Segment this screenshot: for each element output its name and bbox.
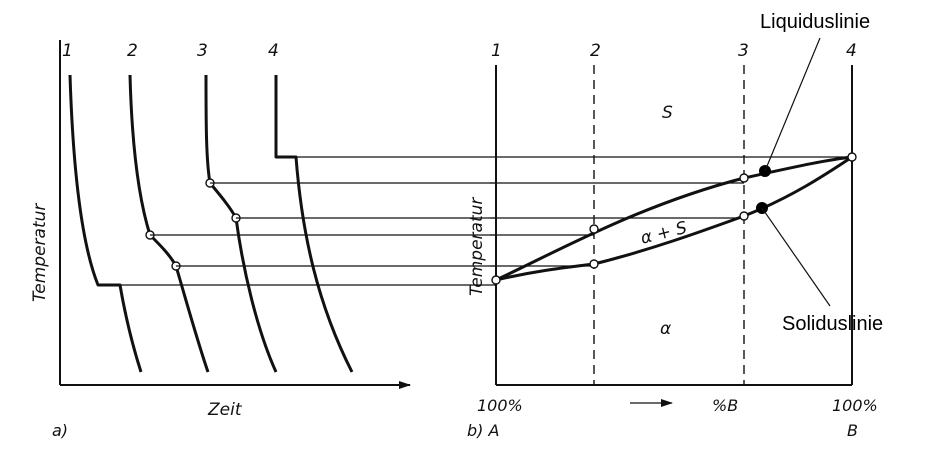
panel-a-label: a) (52, 421, 68, 440)
curve-number-1: 1 (62, 41, 73, 61)
curve-number-2: 2 (127, 41, 138, 61)
melting-point-b (847, 152, 857, 162)
panel-b-y-label: Temperatur (467, 197, 487, 296)
x-right-sub-label: B (847, 421, 858, 440)
solidus-point-2 (589, 259, 599, 269)
line-number-1: 1 (491, 41, 502, 61)
solidus-line (495, 155, 853, 282)
x-mid-label: %B (712, 396, 738, 415)
region-solid-label: α (660, 319, 671, 339)
cooling-curve-1 (68, 74, 143, 373)
x-right-label: 100% (832, 396, 878, 415)
solidus-callout-label: Soliduslinie (782, 313, 883, 335)
region-liquid-label: S (662, 103, 673, 123)
connecting-lines (120, 156, 852, 286)
x-left-sub-label: b) A (467, 421, 499, 440)
line-number-3: 3 (738, 41, 749, 61)
solidus-leader-line (761, 207, 831, 307)
liquidus-callout-label: Liquiduslinie (760, 11, 870, 33)
line-number-4: 4 (846, 41, 857, 61)
liquidus-leader-line (764, 37, 821, 172)
liquidus-line (495, 155, 853, 282)
panel-a-y-label: Temperatur (30, 203, 50, 302)
cooling-curve-4 (274, 75, 354, 373)
solidus-point-3 (739, 211, 749, 221)
panel-a: 1 2 3 4 Temperatur Zeit a) (30, 40, 411, 440)
curve-number-4: 4 (268, 41, 279, 61)
x-left-label: 100% (477, 396, 523, 415)
cooling-curve-2 (128, 74, 210, 373)
melting-point-a (491, 275, 501, 285)
liquidus-point-3 (739, 173, 749, 183)
curve-number-3: 3 (197, 41, 208, 61)
panel-b: 1 2 3 4 S α + S α Temperatur 100% b) A %… (467, 11, 883, 440)
panel-a-x-label: Zeit (207, 400, 243, 420)
liquidus-point-2 (589, 224, 599, 234)
line-number-2: 2 (590, 41, 601, 61)
cooling-curve-3 (204, 74, 278, 373)
